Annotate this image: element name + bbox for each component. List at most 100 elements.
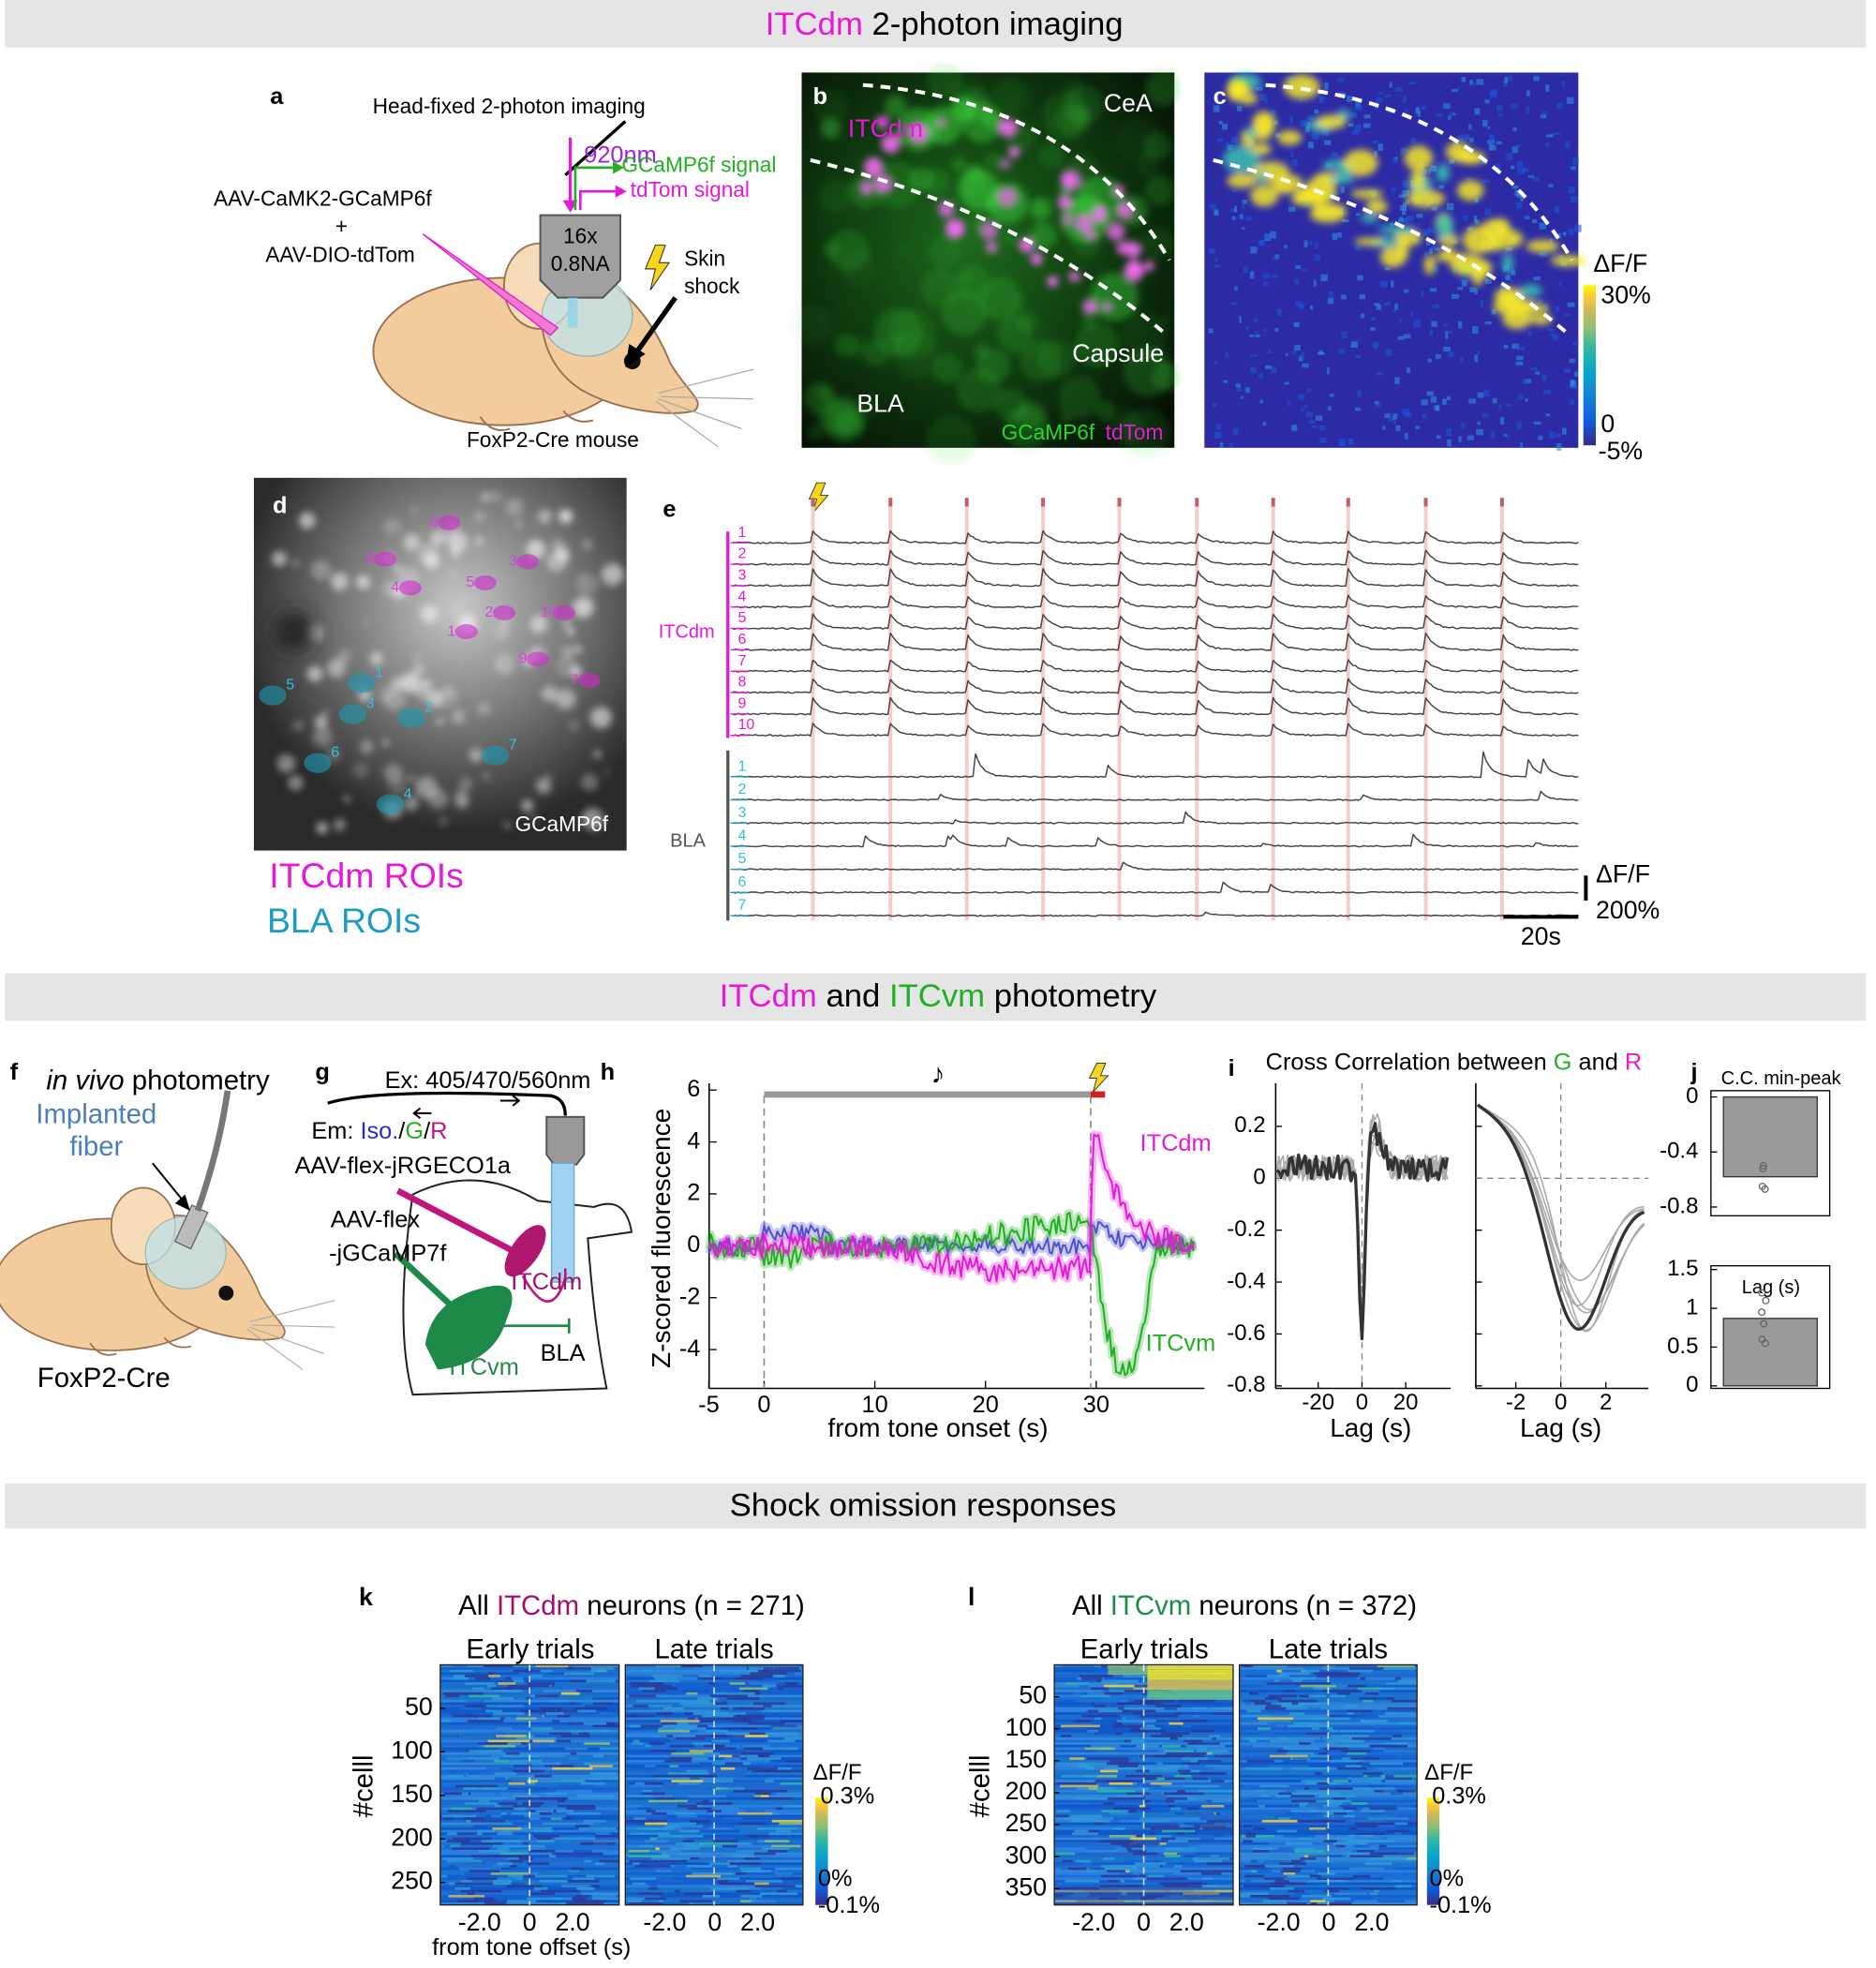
heatmap-cell xyxy=(1122,1883,1146,1886)
heatmap-cell xyxy=(1146,1725,1155,1728)
heatmap-cell xyxy=(780,1720,803,1722)
heatmap-cell xyxy=(1345,1820,1385,1823)
pixel xyxy=(1516,161,1523,168)
cell xyxy=(1062,214,1073,225)
pixel xyxy=(1372,342,1378,348)
heatmap-cell xyxy=(1365,1862,1393,1865)
heatmap-cell xyxy=(672,1780,704,1782)
heatmap-cell xyxy=(592,1885,600,1887)
heatmap-cell xyxy=(1164,1707,1177,1710)
cell xyxy=(391,678,405,692)
pixel xyxy=(1245,216,1252,220)
heatmap-cell xyxy=(499,1682,516,1685)
heatmap-cell xyxy=(487,1672,494,1675)
heatmap-cell xyxy=(633,1740,640,1743)
heatmap-cell xyxy=(721,1767,735,1770)
pixel xyxy=(1452,112,1455,115)
title-part: ITCdm xyxy=(766,7,863,42)
heatmap-cell xyxy=(746,1880,782,1883)
roi xyxy=(348,673,375,693)
heatmap-cell xyxy=(706,1730,727,1733)
heatmap-cell xyxy=(469,1730,508,1733)
title-part: R xyxy=(430,1118,447,1144)
heatmap-cell xyxy=(717,1775,745,1778)
cell xyxy=(945,219,964,238)
pixel xyxy=(1216,424,1221,430)
pixel xyxy=(1300,408,1303,411)
pixel xyxy=(1377,372,1383,376)
heatmap-cell xyxy=(1360,1712,1385,1715)
heatmap-cell xyxy=(1319,1787,1352,1790)
heatmap-cell xyxy=(510,1865,517,1868)
label: Ex: 405/470/560nm xyxy=(385,1067,591,1094)
heatmap-cell xyxy=(748,1722,783,1725)
cell xyxy=(976,349,1010,382)
heatmap-cell xyxy=(1147,1877,1188,1880)
pixel xyxy=(1484,209,1491,215)
heatmap-cell xyxy=(1211,1778,1233,1781)
heatmap-cell xyxy=(651,1857,691,1860)
heatmap-cell xyxy=(1200,1817,1233,1820)
heatmap-cell xyxy=(1242,1830,1281,1833)
heatmap-cell xyxy=(523,1702,554,1705)
pixel xyxy=(1398,218,1404,221)
heatmap-cell xyxy=(1383,1750,1417,1752)
heatmap-cell xyxy=(1093,1722,1113,1725)
heatmap-cell xyxy=(541,1890,580,1893)
heatmap-cell xyxy=(1392,1700,1417,1703)
heatmap-cell xyxy=(1288,1890,1304,1893)
pixel xyxy=(1242,227,1244,230)
heatmap-cell xyxy=(739,1823,766,1826)
heatmap-cell xyxy=(1189,1767,1213,1770)
pixel xyxy=(1565,142,1570,148)
cell xyxy=(382,739,389,746)
heatmap-cell xyxy=(1090,1868,1105,1871)
heatmap-cell xyxy=(773,1675,786,1677)
label: -jGCaMP7f xyxy=(329,1240,447,1266)
pixel xyxy=(1290,116,1293,124)
heatmap-cell xyxy=(783,1805,803,1808)
pixel xyxy=(1498,404,1501,409)
shock-mark xyxy=(811,498,815,506)
heatmap-cell xyxy=(534,1775,552,1778)
heatmap-cell xyxy=(1140,1715,1178,1718)
heatmap-cell xyxy=(778,1687,783,1690)
heatmap-cell xyxy=(558,1785,595,1788)
heatmap-cell xyxy=(1076,1720,1091,1722)
trace xyxy=(733,882,1578,892)
heatmap-cell xyxy=(1253,1847,1273,1850)
heatmap-cell xyxy=(580,1842,615,1845)
heatmap-cell xyxy=(699,1675,712,1677)
pixel xyxy=(1509,76,1512,82)
heatmap-cell xyxy=(1105,1692,1124,1695)
heatmap-cell xyxy=(1244,1865,1263,1868)
cell xyxy=(1030,222,1056,248)
pixel xyxy=(1474,216,1477,222)
section-title: ITCdm and ITCvm photometry xyxy=(720,978,1157,1014)
heatmap-cell xyxy=(1349,1855,1383,1857)
cell xyxy=(331,573,349,590)
pixel xyxy=(1430,166,1437,172)
heatmap-cell xyxy=(1178,1737,1213,1740)
cell xyxy=(542,685,558,702)
cell xyxy=(593,751,601,758)
roi-label: 3 xyxy=(509,554,517,570)
pixel xyxy=(1511,165,1514,169)
heatmap-cell xyxy=(444,1845,450,1848)
cell xyxy=(364,619,369,625)
heatmap-cell xyxy=(1271,1883,1300,1886)
pixel xyxy=(1370,327,1376,331)
heatmap-cell xyxy=(1088,1830,1098,1833)
heatmap-cell xyxy=(711,1685,753,1688)
pixel xyxy=(1545,142,1549,146)
heatmap-cell xyxy=(1120,1872,1134,1875)
pixel xyxy=(1457,287,1463,290)
heatmap-cell xyxy=(678,1760,692,1763)
heatmap-cell xyxy=(671,1752,704,1755)
heatmap-cell xyxy=(1103,1690,1109,1692)
cell xyxy=(334,819,346,831)
heatmap-cell xyxy=(751,1672,787,1675)
cell xyxy=(566,627,574,635)
pixel xyxy=(1229,442,1233,447)
x-tick-label: 30 xyxy=(1083,1392,1109,1418)
